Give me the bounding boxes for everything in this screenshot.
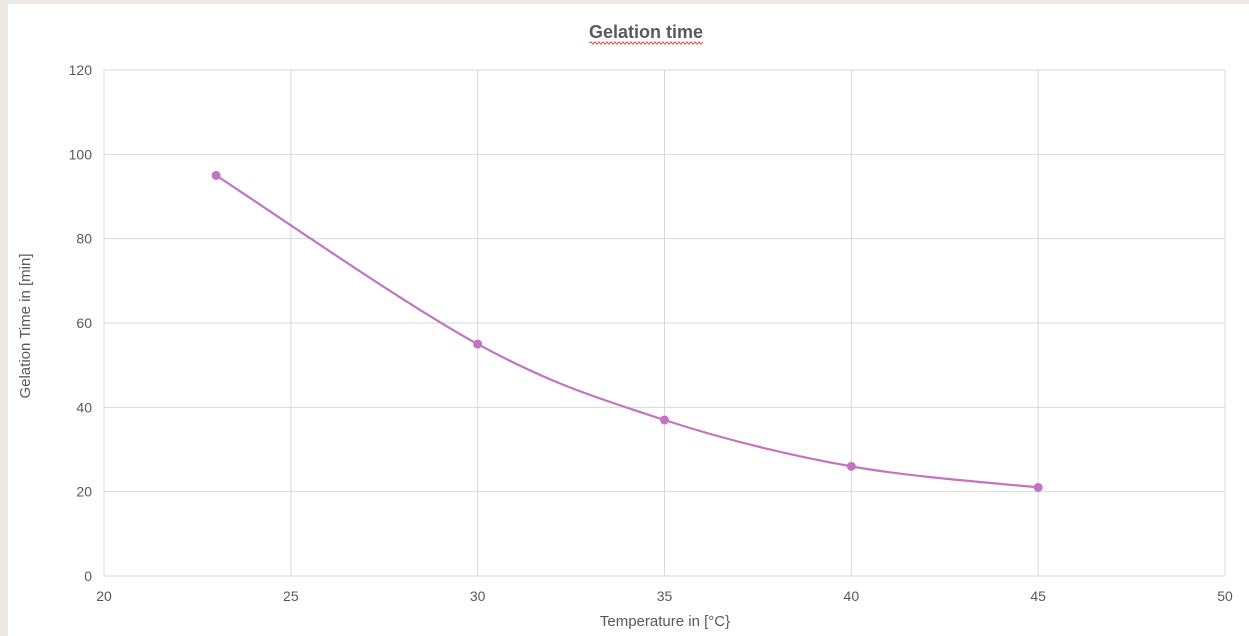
x-tick-label: 25	[283, 588, 299, 604]
y-tick-label: 100	[69, 146, 93, 162]
chart-area: 0 20 40 60 80 100 120 20 25 30 35 40 45 50 Gelation t…	[8, 4, 1249, 636]
y-tick-label: 40	[76, 399, 92, 415]
x-tick-label: 45	[1030, 588, 1046, 604]
x-tick-label: 50	[1217, 588, 1233, 604]
title-spellcheck-underline	[588, 41, 704, 45]
series-line-0	[215, 174, 1039, 489]
data-point-1[interactable]	[473, 339, 483, 349]
series	[211, 170, 1043, 492]
x-axis-title: Temperature in [°C}	[600, 613, 730, 630]
data-point-2[interactable]	[660, 415, 669, 425]
y-tick-label: 60	[76, 315, 92, 331]
chart-title: Gelation time	[589, 22, 703, 42]
x-tick-label: 40	[844, 588, 860, 604]
y-tick-label: 20	[76, 484, 92, 500]
x-tick-label: 30	[470, 588, 486, 604]
data-point-3[interactable]	[846, 461, 856, 471]
data-point-4[interactable]	[1033, 482, 1043, 492]
grid-lines	[103, 69, 1226, 577]
y-tick-label: 120	[69, 62, 93, 78]
x-tick-label: 20	[96, 588, 112, 604]
y-tick-label: 80	[76, 231, 92, 247]
x-tick-label: 35	[657, 588, 673, 604]
y-axis-title: Gelation Time in [min]	[17, 253, 34, 398]
data-point-0[interactable]	[211, 170, 221, 180]
y-tick-label: 0	[84, 568, 92, 584]
